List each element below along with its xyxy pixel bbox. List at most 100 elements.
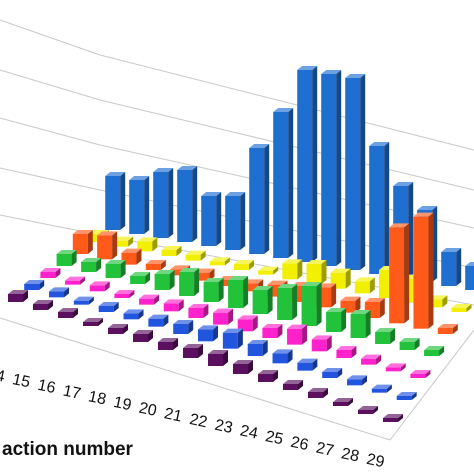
bar-side (128, 236, 134, 247)
bar-top (417, 206, 438, 210)
bar-front (183, 348, 198, 358)
bar-side (302, 324, 308, 345)
bar-top (97, 231, 118, 236)
bar-side (341, 308, 347, 332)
bar-side (243, 276, 249, 308)
bar-top (301, 282, 322, 286)
bar-front (114, 294, 130, 298)
bar-top (330, 268, 351, 273)
bar-top (208, 350, 228, 354)
bar-front (258, 374, 273, 382)
x-tick-label: 14 (0, 365, 7, 385)
bar-top (163, 299, 184, 304)
bar-front (233, 364, 248, 374)
wall-line (0, 117, 101, 146)
bar-front (129, 180, 145, 234)
bar-front (272, 353, 288, 364)
bar-front (321, 74, 337, 266)
bar-side (194, 268, 200, 296)
bar-top (347, 375, 368, 380)
bar-front (133, 334, 148, 342)
bar-side (287, 349, 293, 364)
bar-side (323, 388, 328, 398)
bar-side (144, 176, 150, 234)
bar-front (326, 312, 342, 332)
bar-top (233, 360, 253, 364)
wall-line (0, 69, 101, 101)
bar-side (228, 308, 234, 325)
bar-front (311, 339, 327, 352)
bar-side (425, 370, 431, 378)
bar-top (179, 268, 200, 272)
bar-top (56, 250, 77, 254)
bar-top (389, 223, 410, 228)
bar-side (321, 260, 327, 284)
bar-top (153, 168, 174, 172)
bar-top (287, 324, 308, 329)
bar-front (218, 280, 234, 286)
bar-top (396, 392, 417, 396)
bar-top (24, 280, 45, 284)
x-tick-label: 19 (112, 394, 133, 414)
bar-top (282, 259, 303, 264)
bar-side (262, 340, 268, 356)
bar-front (145, 264, 161, 270)
bar-front (306, 264, 322, 284)
x-tick-label: 24 (238, 422, 259, 442)
bar-front (73, 300, 89, 305)
bar-top (209, 257, 230, 262)
bar-front (243, 283, 259, 292)
bar-front (188, 308, 204, 318)
bar-top (333, 398, 353, 402)
bar-side (336, 70, 342, 266)
bar-side (73, 308, 78, 318)
bar-front (258, 270, 274, 275)
bar-top (40, 268, 61, 272)
bar-side (249, 260, 254, 270)
bar-side (466, 304, 472, 312)
bar-front (123, 313, 139, 320)
bar-side (355, 296, 361, 313)
bar-top (185, 250, 206, 255)
bar-top (108, 324, 128, 328)
bar-top (133, 330, 153, 334)
bar-front (153, 172, 169, 238)
bar-side (224, 257, 230, 266)
bar-side (160, 260, 166, 270)
bar-side (104, 281, 110, 292)
bar-front (297, 362, 313, 371)
bar-side (39, 280, 45, 290)
floor-edge (0, 317, 391, 441)
bar-front (347, 379, 363, 386)
bar-front (427, 299, 443, 308)
bar-top (252, 286, 273, 290)
bar-top (243, 279, 264, 284)
bar-side (390, 328, 396, 344)
bar-top (350, 310, 371, 314)
bar-front (322, 372, 338, 378)
x-tick-label: 29 (365, 451, 386, 471)
bar-top (49, 287, 70, 292)
bar-front (237, 319, 253, 332)
x-tick-label: 27 (314, 440, 335, 460)
bar-front (177, 170, 193, 242)
bar-side (277, 324, 283, 338)
bar-side (120, 172, 126, 230)
bar-side (456, 248, 462, 286)
bar-front (89, 285, 105, 292)
bar-side (411, 392, 417, 400)
bar-side (96, 258, 102, 272)
bar-side (87, 230, 93, 254)
bar-top (177, 166, 198, 170)
bar-side (292, 284, 298, 320)
bar-side (252, 315, 258, 332)
bar-top (139, 294, 160, 299)
bar-side (362, 375, 368, 386)
bar-side (379, 298, 385, 318)
bar-side (331, 283, 337, 308)
bar-top (441, 248, 462, 252)
bar-top (340, 296, 361, 301)
bar-top (465, 262, 474, 266)
bar-top (358, 406, 378, 410)
